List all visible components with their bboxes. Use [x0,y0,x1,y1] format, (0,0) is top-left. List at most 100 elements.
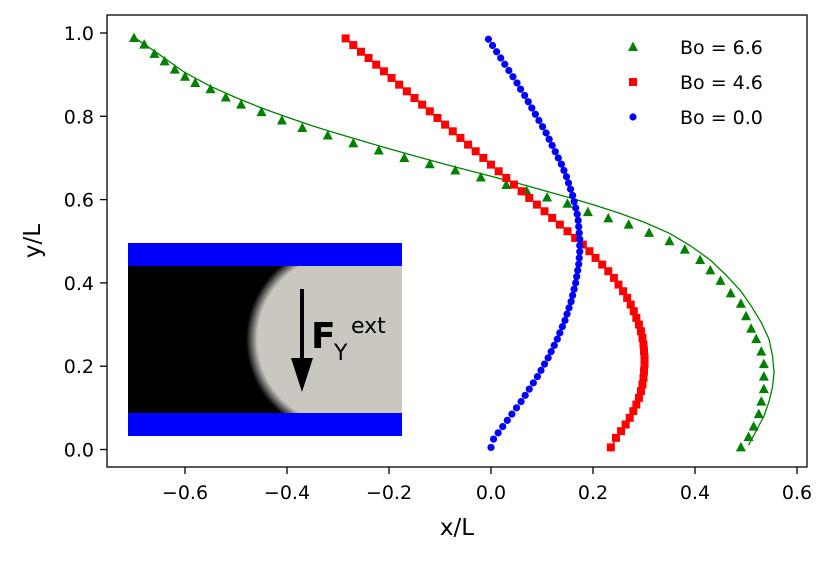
data-point [604,267,613,276]
data-point [640,367,648,376]
data-point [753,408,764,419]
data-point [575,229,583,237]
data-point [619,287,628,296]
data-point [501,60,509,68]
data-point [537,366,545,374]
y-axis: 0.0 0.2 0.4 0.6 0.8 1.0 [64,23,107,462]
data-point [614,280,623,289]
data-point [636,327,645,336]
x-tick-label: 0.2 [578,482,608,504]
force-label-sup: ext [351,314,386,339]
data-point [341,34,350,43]
series-1 [341,34,649,452]
x-axis-label: x/L [440,515,474,541]
y-tick-label: 0.8 [64,106,94,128]
legend-entry: Bo = 0.0 [629,107,763,129]
data-point [567,298,575,306]
data-point [640,353,649,362]
x-tick-label: −0.6 [162,482,208,504]
legend-marker [629,113,637,121]
legend-marker [628,41,638,51]
data-point [569,191,577,200]
data-point [364,53,373,62]
data-point [402,87,411,96]
data-point [644,227,655,237]
data-point [373,144,384,155]
data-point [395,80,404,89]
data-point [565,304,573,312]
data-point [528,104,536,112]
data-point [475,172,486,182]
data-point [756,346,767,356]
data-point [553,335,561,343]
data-point [322,129,333,140]
data-point [418,100,427,109]
data-point [617,427,626,436]
data-point [570,198,578,206]
data-point [715,275,726,285]
data-point [629,407,638,416]
x-tick-label: −0.2 [366,482,412,504]
data-point [735,441,746,452]
data-point [735,298,746,308]
y-tick-label: 0.2 [64,356,94,378]
data-point [561,316,569,324]
data-point [626,300,635,309]
data-point [623,219,634,229]
data-point [564,179,573,187]
data-point [532,200,541,209]
data-point [484,35,493,43]
data-point [190,77,201,87]
data-point [638,380,647,389]
data-point [751,333,762,344]
data-point [502,173,511,182]
data-point [488,41,497,50]
legend: Bo = 6.6 Bo = 4.6 Bo = 0.0 [628,37,763,129]
data-point [638,333,647,342]
data-point [562,173,571,181]
series-0 [129,32,775,452]
data-point [542,129,550,137]
data-point [494,167,503,176]
data-point [524,98,532,106]
data-point [576,248,584,256]
data-point [582,206,593,217]
data-point [540,207,549,216]
data-point [556,329,564,337]
data-point [573,210,581,218]
data-point [508,410,516,418]
data-point [487,443,495,452]
data-point [557,160,565,168]
series-fit-line [133,36,775,446]
data-point [632,400,641,409]
data-point [471,147,480,156]
data-point [493,48,501,56]
data-point [531,110,539,118]
data-point [379,67,388,76]
data-point [741,310,751,321]
data-point [129,32,139,42]
force-label-sub: Y [333,341,348,366]
data-point [441,120,450,129]
data-point [479,153,488,162]
data-point [748,421,759,431]
data-point [487,160,495,169]
data-point [448,127,457,136]
data-point [562,198,573,208]
data-point [725,287,736,298]
data-point [548,213,557,222]
data-point [525,385,533,393]
data-point [533,373,542,381]
data-point [634,393,643,402]
data-point [399,152,410,162]
data-point [456,133,465,142]
data-point [560,166,568,175]
data-point [555,220,564,229]
inset-light-fluid [342,266,402,413]
force-label-main: F [311,316,336,357]
data-point [501,179,512,190]
data-point [570,285,578,293]
data-point [756,396,767,406]
data-point [632,313,641,322]
